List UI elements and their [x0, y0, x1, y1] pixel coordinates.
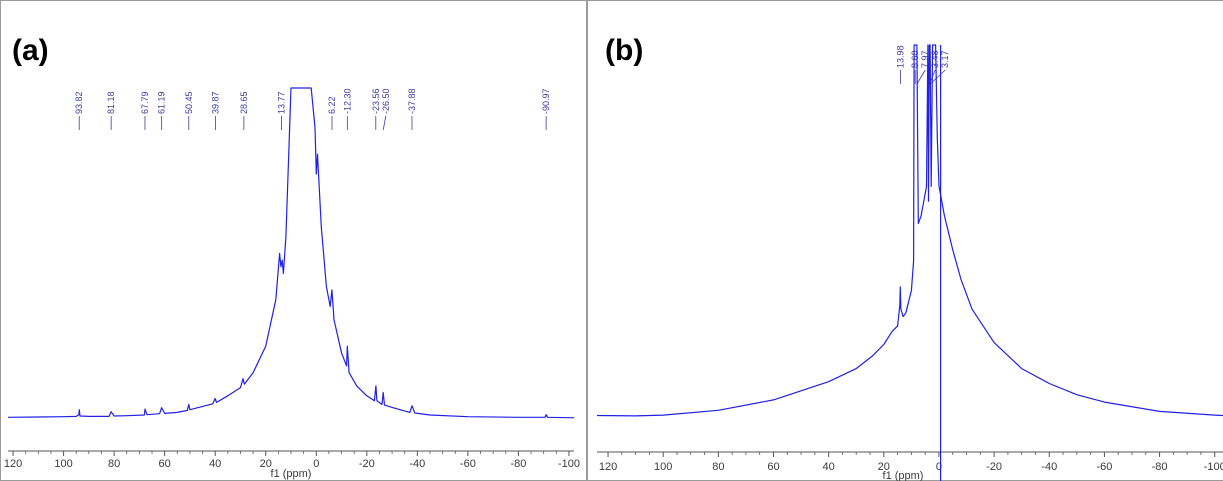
x-tick-label: 80: [712, 461, 724, 473]
x-tick-label: -80: [510, 458, 526, 470]
panel-a-label: (a): [12, 34, 49, 67]
panel-a-peak-labels: 93.82 81.18 67.79 61.19 50.45 39.87 28.65 13.77…: [74, 88, 551, 131]
panel-b-label: (b): [605, 34, 643, 67]
panel-b-x-axis: 120 100 80 60 40 20 0 -20 -40 -60 -80 -100: [597, 451, 1223, 473]
panel-a: (a) 120 100 80 60 40 20 0 -20 -40 -60 -80 -100 93.8…: [0, 0, 587, 481]
x-tick-label: 0: [936, 461, 942, 473]
panel-a-x-axis: 120 100 80 60 40 20 0 -20 -40 -60 -80 -100: [4, 450, 580, 470]
x-tick-label: 80: [108, 458, 120, 470]
peak-label: 7.97: [920, 50, 930, 68]
x-tick-label: -40: [1041, 461, 1057, 473]
x-tick-label: -60: [1096, 461, 1112, 473]
x-tick-label: 40: [209, 458, 221, 470]
x-tick-label: 60: [767, 461, 779, 473]
peak-label: 28.65: [239, 91, 249, 114]
peak-label: 39.87: [211, 91, 221, 114]
x-tick-label: -20: [986, 461, 1002, 473]
peak-label: -23.56: [371, 88, 381, 114]
peak-label: 81.18: [106, 91, 116, 114]
x-tick-label: -80: [1152, 461, 1168, 473]
x-tick-label: 20: [260, 458, 272, 470]
spectrum-series-line: [7, 87, 574, 419]
x-tick-label: 0: [313, 458, 319, 470]
peak-label: 50.45: [184, 91, 194, 114]
panel-a-spectrum: [7, 87, 574, 419]
x-tick-label: 20: [878, 461, 890, 473]
peak-label: 3.17: [940, 50, 950, 68]
panel-b-x-axis-title: f1 (ppm): [883, 470, 924, 481]
x-tick-label: 60: [159, 458, 171, 470]
peak-label: -12.30: [342, 88, 352, 114]
panel-b-spectrum: [596, 44, 1223, 481]
x-tick-label: 100: [654, 461, 672, 473]
peak-label: 3.48: [930, 50, 940, 68]
panel-a-x-axis-title: f1 (ppm): [271, 468, 312, 480]
x-tick-label: -40: [409, 458, 425, 470]
x-tick-label: -100: [1204, 461, 1223, 473]
peak-label: -26.50: [381, 88, 391, 114]
peak-label: 93.82: [74, 91, 84, 114]
peak-label-leader: [382, 115, 387, 131]
x-tick-label: 120: [599, 461, 617, 473]
peak-label: 6.22: [327, 96, 337, 114]
peak-label: 13.98: [895, 45, 905, 68]
peak-label: 13.77: [276, 91, 286, 114]
x-tick-label: -60: [460, 458, 476, 470]
x-tick-label: -20: [359, 458, 375, 470]
peak-label: 8.60: [910, 50, 920, 68]
spectrum-series-line: [596, 44, 1223, 417]
x-tick-label: -100: [558, 458, 580, 470]
peak-label: -90.97: [541, 88, 551, 114]
x-tick-label: 40: [823, 461, 835, 473]
peak-label: 67.79: [140, 91, 150, 114]
x-tick-label: 100: [54, 458, 72, 470]
peak-label: -37.88: [407, 88, 417, 114]
peak-label: 61.19: [157, 91, 167, 114]
peak-label-leader: [916, 69, 926, 85]
x-tick-label: 120: [4, 458, 22, 470]
panel-b: (b) 120 100 80 60 40 20 0 -20 -40 -60 -80 -100 13.9…: [587, 0, 1223, 481]
